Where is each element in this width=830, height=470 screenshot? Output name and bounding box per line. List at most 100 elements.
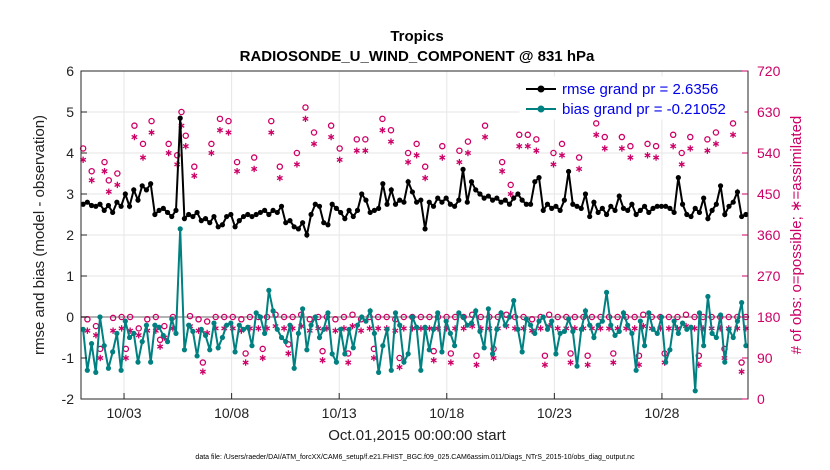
obs-possible-marker bbox=[712, 129, 720, 136]
bias-point bbox=[152, 322, 158, 328]
asterisk-stroke bbox=[430, 358, 437, 363]
obs-possible-marker bbox=[652, 142, 660, 150]
asterisk-stroke bbox=[387, 139, 395, 144]
bias-point bbox=[97, 314, 103, 320]
obs-assimilated-marker bbox=[199, 368, 206, 375]
bias-point bbox=[249, 343, 255, 349]
x-axis-ticks: 10/03 10/08 10/13 10/18 10/23 10/28 bbox=[107, 393, 680, 421]
obs-possible-marker bbox=[588, 313, 596, 321]
asterisk-stroke bbox=[712, 141, 720, 147]
asterisk-stroke bbox=[357, 328, 365, 333]
obs-possible-marker bbox=[567, 350, 574, 357]
obs-assimilated-marker bbox=[533, 147, 540, 154]
bias-point bbox=[612, 332, 618, 339]
bias-point bbox=[460, 314, 466, 320]
obs-assimilated-marker bbox=[387, 138, 395, 145]
obs-assimilated-marker bbox=[541, 361, 549, 369]
rmse-point bbox=[612, 207, 618, 213]
bias-point bbox=[688, 324, 694, 330]
rmse-point bbox=[616, 193, 622, 199]
bias-point bbox=[177, 226, 183, 232]
rmse-point bbox=[565, 168, 572, 175]
obs-assimilated-marker bbox=[251, 165, 258, 173]
bias-point bbox=[156, 324, 162, 330]
obs-possible-marker bbox=[558, 140, 566, 148]
obs-possible-marker bbox=[131, 122, 138, 129]
bias-point bbox=[160, 332, 166, 339]
asterisk-stroke bbox=[118, 326, 125, 331]
obs-possible-marker bbox=[225, 117, 232, 125]
asterisk-stroke bbox=[691, 326, 698, 331]
rmse-point bbox=[376, 205, 382, 211]
obs-possible-marker bbox=[212, 313, 219, 321]
bias-point bbox=[291, 365, 297, 371]
rmse-point bbox=[570, 201, 576, 207]
right-tick-label: 720 bbox=[757, 63, 781, 79]
obs-possible-marker bbox=[203, 318, 211, 325]
rmse-point bbox=[283, 220, 289, 226]
bias-point bbox=[637, 318, 643, 324]
asterisk-stroke bbox=[276, 175, 283, 181]
bias-point bbox=[164, 339, 171, 345]
asterisk-stroke bbox=[597, 326, 604, 331]
rmse-point bbox=[667, 205, 673, 211]
rmse-point bbox=[105, 202, 112, 209]
rmse-point bbox=[287, 218, 293, 224]
obs-possible-marker bbox=[109, 314, 117, 322]
bias-point bbox=[215, 345, 221, 351]
obs-assimilated-marker bbox=[567, 359, 574, 366]
asterisk-stroke bbox=[251, 166, 258, 172]
obs-assimilated-marker bbox=[208, 149, 215, 157]
obs-assimilated-marker bbox=[550, 161, 557, 168]
obs-possible-marker bbox=[601, 133, 609, 141]
rmse-point bbox=[249, 213, 255, 220]
asterisk-stroke bbox=[665, 326, 672, 331]
asterisk-stroke bbox=[328, 134, 335, 140]
bias-point bbox=[456, 310, 462, 316]
asterisk-stroke bbox=[507, 191, 514, 197]
obs-assimilated-marker bbox=[729, 131, 737, 138]
obs-assimilated-marker bbox=[439, 154, 446, 161]
bias-point bbox=[418, 367, 424, 373]
asterisk-stroke bbox=[396, 364, 403, 370]
rmse-point bbox=[717, 183, 724, 189]
obs-possible-marker bbox=[614, 313, 621, 321]
bias-point bbox=[257, 314, 264, 320]
obs-assimilated-marker bbox=[507, 190, 514, 198]
asterisk-stroke bbox=[464, 150, 472, 156]
rmse-point bbox=[101, 207, 107, 213]
obs-assimilated-marker bbox=[225, 129, 232, 136]
bias-point bbox=[523, 316, 529, 322]
right-tick-label: 90 bbox=[757, 350, 773, 366]
chart-titles: Tropics RADIOSONDE_U_WIND_COMPONENT @ 83… bbox=[240, 28, 595, 65]
bias-point bbox=[616, 328, 622, 334]
rmse-point bbox=[215, 224, 221, 230]
rmse-point bbox=[641, 203, 648, 209]
bias-point bbox=[350, 345, 356, 351]
rmse-point bbox=[139, 183, 145, 189]
bias-point bbox=[477, 328, 483, 334]
bias-point bbox=[363, 318, 369, 324]
asterisk-stroke bbox=[524, 144, 531, 149]
bias-point bbox=[452, 343, 458, 349]
obs-assimilated-marker bbox=[191, 172, 198, 179]
obs-possible-marker bbox=[246, 313, 254, 321]
obs-possible-marker bbox=[353, 136, 361, 143]
obs-assimilated-marker bbox=[375, 325, 382, 332]
bias-point bbox=[447, 330, 453, 336]
obs-assimilated-marker bbox=[302, 115, 309, 123]
rmse-point bbox=[739, 213, 745, 220]
bias-point bbox=[629, 330, 635, 336]
bias-point bbox=[114, 330, 120, 336]
asterisk-stroke bbox=[593, 132, 600, 137]
obs-assimilated-marker bbox=[233, 168, 241, 175]
asterisk-stroke bbox=[631, 326, 638, 331]
left-tick-label: 4 bbox=[66, 145, 74, 161]
obs-assimilated-marker bbox=[610, 359, 617, 366]
obs-possible-marker bbox=[276, 163, 284, 170]
bias-point bbox=[312, 314, 318, 320]
x-tick-label: 10/23 bbox=[537, 405, 572, 421]
rmse-point bbox=[371, 207, 377, 213]
asterisk-stroke bbox=[375, 326, 382, 331]
rmse-point bbox=[350, 213, 356, 220]
